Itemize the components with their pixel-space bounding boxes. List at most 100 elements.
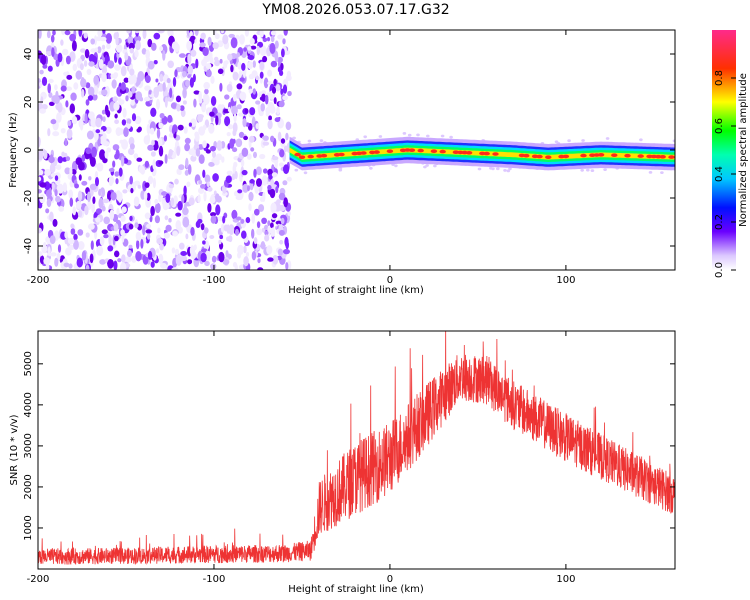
noise-blob [204,174,211,184]
noise-blob [219,234,224,240]
noise-blob [159,113,165,119]
noise-blob [68,263,73,269]
halo-dot [660,171,664,175]
noise-blob [49,235,56,245]
noise-blob [95,117,102,128]
noise-blob [216,140,223,151]
noise-blob [241,230,247,239]
noise-blob [134,180,141,186]
noise-blob [58,206,65,212]
noise-blob [171,127,176,135]
noise-blob [278,162,284,167]
noise-blob [67,237,75,245]
noise-blob [273,97,277,105]
noise-blob [48,92,53,98]
noise-blob [270,222,274,229]
noise-blob [38,169,44,176]
noise-blob [283,197,289,208]
noise-blob [224,94,230,100]
peak-dot [624,153,631,158]
noise-blob [40,54,47,65]
noise-blob [252,88,256,95]
noise-blob [279,149,285,158]
noise-blob [152,177,156,189]
noise-blob [133,196,140,207]
noise-blob [129,143,135,150]
noise-blob [118,57,122,65]
noise-blob [128,42,135,50]
noise-blob [64,30,71,36]
noise-blob [189,77,194,88]
noise-blob [54,84,58,91]
noise-blob [47,83,51,94]
halo-dot [586,168,590,172]
noise-blob [276,106,280,115]
noise-blob [244,30,249,37]
noise-blob [95,129,101,134]
noise-blob [285,132,289,141]
halo-dot [648,171,653,174]
noise-blob [188,122,192,127]
noise-blob [267,69,273,77]
noise-blob [238,112,244,117]
noise-blob [207,36,212,47]
snr-x-ticks: -200 -100 0 100 [27,331,575,585]
noise-blob [257,258,261,264]
noise-blob [158,160,164,165]
noise-blob [100,129,104,135]
noise-blob [90,38,95,45]
noise-blob [226,170,233,176]
noise-blob [51,47,55,58]
noise-blob [89,183,97,190]
noise-blob [187,259,193,265]
noise-blob [158,137,163,148]
noise-blob [120,156,125,167]
noise-blob [127,35,134,44]
noise-blob [125,256,132,263]
noise-blob [102,198,110,204]
noise-blob [229,138,235,149]
noise-blob [112,73,118,79]
noise-blob [50,252,57,257]
noise-blob [168,218,172,223]
noise-blob [248,73,255,80]
noise-blob [81,180,88,186]
noise-blob [41,244,48,254]
noise-blob [159,243,164,251]
noise-blob [198,154,205,164]
noise-blob [247,61,254,70]
noise-blob [285,121,292,131]
noise-blob [89,156,96,167]
noise-blob [181,194,185,204]
noise-blob [187,65,194,75]
noise-blob [279,239,284,245]
noise-blob [194,133,200,142]
noise-blob [192,73,196,83]
noise-blob [61,151,65,157]
noise-blob [156,98,160,110]
noise-blob [255,100,261,105]
halo-dot [292,136,296,140]
noise-blob [143,96,151,102]
colorbar-tick-label: 0.6 [714,118,725,134]
noise-blob [80,78,87,88]
noise-blob [250,45,257,50]
noise-blob [185,233,189,240]
noise-blob [38,30,42,39]
noise-blob [98,197,104,209]
noise-blob [275,220,282,225]
noise-blob [277,248,283,256]
noise-blob [95,217,101,223]
noise-blob [266,245,273,255]
snr-x-label: Height of straight line (km) [288,584,424,595]
noise-blob [219,82,223,92]
noise-blob [63,71,69,76]
noise-blob [109,209,115,221]
noise-blob [268,173,273,180]
noise-blob [49,211,54,222]
noise-blob [144,160,150,168]
noise-blob [223,60,228,69]
noise-blob [102,30,106,34]
noise-blob [193,98,197,108]
halo-dot [426,134,430,138]
